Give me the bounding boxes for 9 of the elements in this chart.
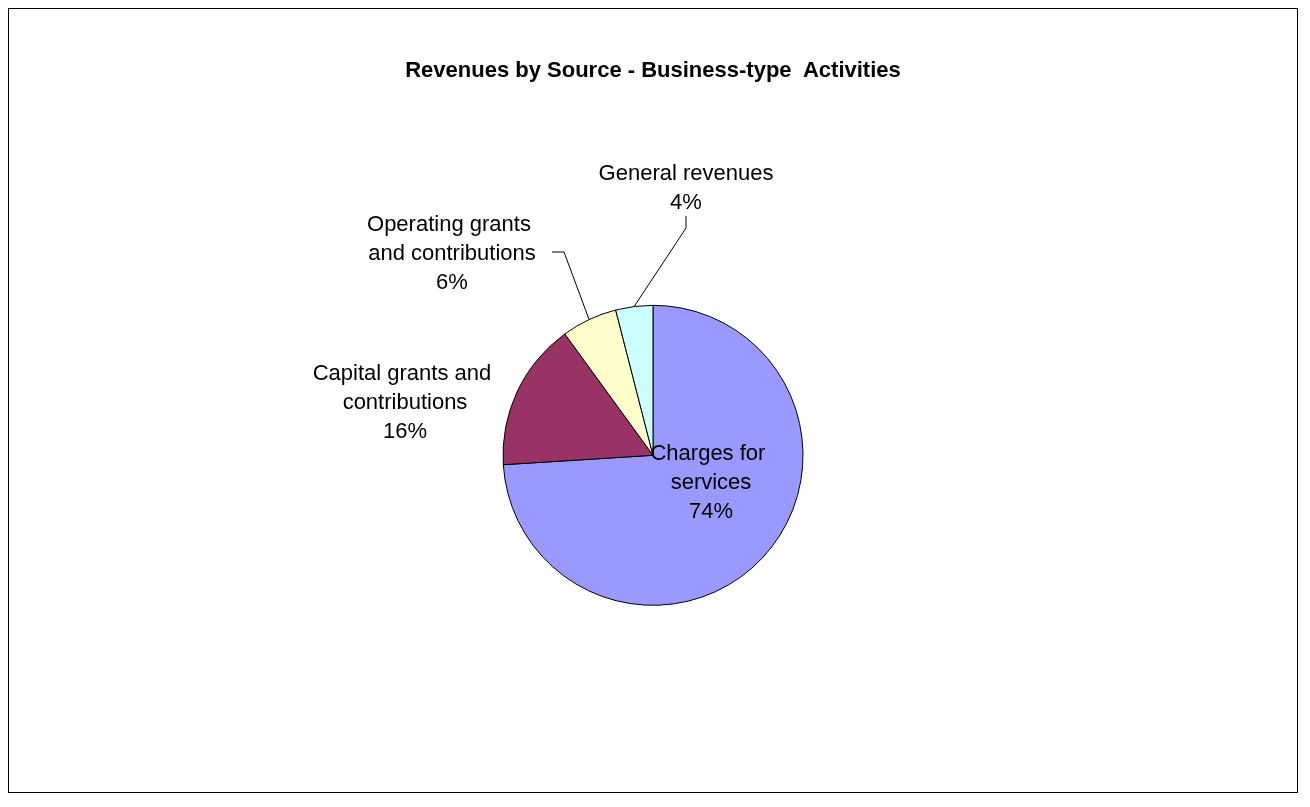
slice-label: Capital grants and contributions bbox=[312, 359, 498, 414]
data-label: 16% bbox=[382, 417, 428, 443]
slice-label: Operating grants and contributions bbox=[367, 210, 537, 265]
slice-label: General revenues bbox=[598, 160, 774, 185]
data-label: 74% bbox=[688, 497, 734, 523]
slice-label: Charges for services bbox=[650, 439, 772, 494]
chart-title: Revenues by Source - Business-type Activities bbox=[405, 56, 901, 82]
data-label: 4% bbox=[670, 189, 702, 214]
data-label: 6% bbox=[436, 268, 468, 294]
